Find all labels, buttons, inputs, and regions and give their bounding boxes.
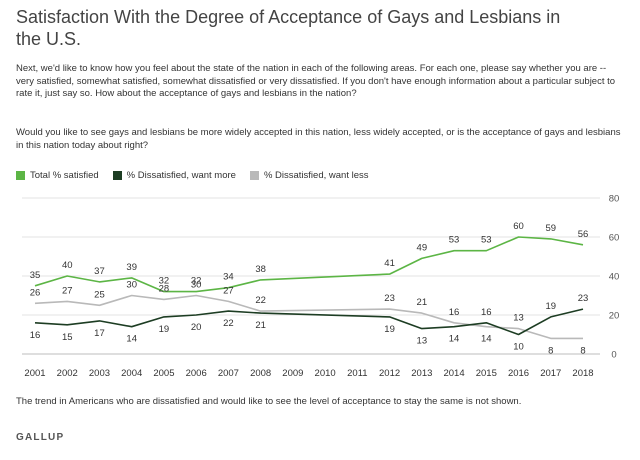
data-label-want-less-2013: 21 xyxy=(417,297,428,308)
data-label-satisfied-2018: 56 xyxy=(578,229,589,240)
data-label-want-less-2007: 27 xyxy=(223,285,234,296)
data-label-want-more-2018: 23 xyxy=(578,293,589,304)
data-label-want-more-2003: 17 xyxy=(94,328,105,339)
data-label-satisfied-2008: 38 xyxy=(255,264,266,275)
data-label-want-less-2016: 13 xyxy=(513,313,524,324)
y-tick-label-0: 0 xyxy=(611,350,616,361)
data-label-want-more-2017: 19 xyxy=(545,301,556,312)
data-label-want-more-2004: 14 xyxy=(126,334,137,345)
data-label-satisfied-2006: 32 xyxy=(191,276,202,287)
x-tick-label-2011: 2011 xyxy=(347,368,367,379)
data-label-want-more-2001: 16 xyxy=(30,330,41,341)
x-tick-label-2001: 2001 xyxy=(24,368,45,379)
x-tick-label-2012: 2012 xyxy=(379,368,400,379)
y-tick-label-60: 60 xyxy=(609,233,620,244)
data-label-satisfied-2016: 60 xyxy=(513,221,524,232)
y-tick-label-40: 40 xyxy=(609,272,620,283)
data-label-want-more-2013: 13 xyxy=(417,336,428,347)
x-tick-label-2005: 2005 xyxy=(153,368,174,379)
series-line-1 xyxy=(34,308,584,336)
data-label-satisfied-2012: 41 xyxy=(384,258,395,269)
data-label-want-less-2006: 30 xyxy=(191,280,202,291)
data-label-want-less-2001: 26 xyxy=(30,287,41,298)
gallup-brand: GALLUP xyxy=(16,432,65,443)
data-label-satisfied-2015: 53 xyxy=(481,235,492,246)
x-tick-label-2002: 2002 xyxy=(57,368,78,379)
data-label-want-less-2014: 16 xyxy=(449,307,460,318)
data-label-want-less-2005: 28 xyxy=(159,283,170,294)
x-tick-label-2015: 2015 xyxy=(476,368,497,379)
data-label-want-more-2016: 10 xyxy=(513,342,524,353)
data-label-satisfied-2005: 32 xyxy=(159,276,170,287)
data-label-want-more-2007: 22 xyxy=(223,318,234,329)
data-label-want-more-2005: 19 xyxy=(159,324,170,335)
y-tick-label-80: 80 xyxy=(609,194,620,205)
y-tick-label-20: 20 xyxy=(609,311,620,322)
question-text-1: Next, we'd like to know how you feel abo… xyxy=(16,63,616,99)
data-label-want-less-2004: 30 xyxy=(126,280,137,291)
legend-label-satisfied: Total % satisfied xyxy=(30,170,99,181)
data-label-want-less-2002: 27 xyxy=(62,285,73,296)
data-label-want-less-2008: 22 xyxy=(255,295,266,306)
legend-swatch-want-more xyxy=(112,171,122,180)
data-label-want-less-2003: 25 xyxy=(94,289,105,300)
legend-item-want-more: % Dissatisfied, want more xyxy=(112,170,236,181)
legend-swatch-satisfied xyxy=(16,171,25,180)
x-tick-label-2009: 2009 xyxy=(282,368,303,379)
x-tick-label-2018: 2018 xyxy=(572,368,593,379)
series-line-0 xyxy=(34,236,584,293)
x-tick-label-2013: 2013 xyxy=(411,368,432,379)
legend-label-want-more: % Dissatisfied, want more xyxy=(126,170,236,181)
data-label-satisfied-2013: 49 xyxy=(417,242,428,253)
data-label-want-more-2006: 20 xyxy=(191,322,202,333)
data-label-want-more-2008: 21 xyxy=(255,320,266,331)
data-label-want-less-2015: 14 xyxy=(481,334,492,345)
footnote: The trend in Americans who are dissatisf… xyxy=(16,396,522,407)
chart-title: Satisfaction With the Degree of Acceptan… xyxy=(16,7,561,49)
legend-swatch-want-less xyxy=(249,171,259,180)
x-tick-label-2008: 2008 xyxy=(250,368,271,379)
x-tick-label-2014: 2014 xyxy=(443,368,464,379)
x-tick-label-2003: 2003 xyxy=(89,368,110,379)
legend-item-want-less: % Dissatisfied, want less xyxy=(249,170,369,181)
data-label-want-less-2017: 8 xyxy=(548,345,553,356)
data-label-satisfied-2007: 34 xyxy=(223,272,234,283)
data-label-want-more-2002: 15 xyxy=(62,332,73,343)
x-tick-label-2010: 2010 xyxy=(315,368,336,379)
data-label-want-less-2012: 23 xyxy=(384,293,395,304)
data-label-want-more-2014: 14 xyxy=(449,334,460,345)
data-label-satisfied-2017: 59 xyxy=(545,223,556,234)
data-label-want-more-2012: 19 xyxy=(384,324,395,335)
question-text-2: Would you like to see gays and lesbians … xyxy=(16,127,621,151)
data-label-want-more-2015: 16 xyxy=(481,307,492,318)
legend-item-satisfied: Total % satisfied xyxy=(16,170,99,181)
series-line-2 xyxy=(34,294,583,340)
data-label-satisfied-2014: 53 xyxy=(449,235,460,246)
data-label-satisfied-2001: 35 xyxy=(30,270,41,281)
data-label-satisfied-2002: 40 xyxy=(62,260,73,271)
x-tick-label-2016: 2016 xyxy=(508,368,529,379)
x-tick-label-2007: 2007 xyxy=(218,368,239,379)
data-label-satisfied-2004: 39 xyxy=(126,262,137,273)
data-label-want-less-2018: 8 xyxy=(580,345,585,356)
legend: Total % satisfied % Dissatisfied, want m… xyxy=(16,170,369,181)
x-tick-label-2006: 2006 xyxy=(186,368,207,379)
x-tick-label-2004: 2004 xyxy=(121,368,142,379)
x-tick-label-2017: 2017 xyxy=(540,368,561,379)
data-label-satisfied-2003: 37 xyxy=(94,266,105,277)
legend-label-want-less: % Dissatisfied, want less xyxy=(263,170,369,181)
